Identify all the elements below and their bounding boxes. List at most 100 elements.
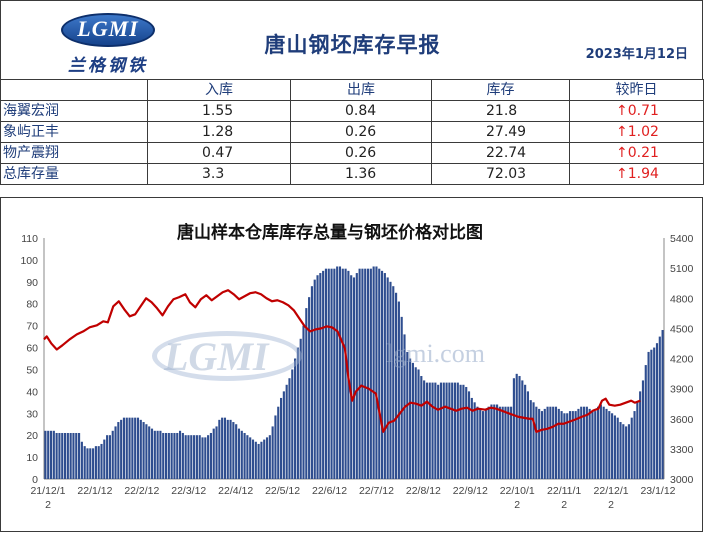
inventory-bar (476, 406, 479, 479)
inventory-bar (524, 384, 527, 479)
x-tick-label: 22/12/1 2 (594, 485, 629, 511)
inventory-bar (498, 406, 501, 479)
left-tick-label: 100 (20, 255, 38, 267)
left-tick-label: 80 (26, 299, 38, 311)
x-tick-label: 22/4/12 (218, 485, 253, 497)
inventory-bar (338, 266, 342, 479)
inventory-bar (406, 351, 409, 479)
inventory-bar (198, 435, 201, 479)
inventory-bar (577, 408, 580, 479)
inventory-bar (156, 430, 159, 479)
inventory-bar (487, 406, 490, 479)
inventory-bar (470, 397, 473, 479)
inventory-bar (462, 384, 465, 479)
inventory-price-chart: 0 10 20 30 40 50 60 70 80 90 100 110 3000 3300 3600 390… (20, 233, 694, 511)
inventory-bar (574, 411, 577, 479)
inventory-bar (439, 382, 443, 479)
inventory-bar (644, 365, 647, 479)
inventory-bar (94, 446, 97, 479)
left-tick-label: 0 (32, 474, 38, 486)
inventory-bar (490, 404, 493, 479)
inventory-bar (364, 268, 367, 479)
left-tick-label: 40 (26, 386, 38, 398)
inventory-bar (89, 448, 92, 479)
x-tick-label: 22/8/12 (406, 485, 441, 497)
inventory-bar (162, 432, 165, 479)
inventory-bar (526, 391, 530, 479)
inventory-bar (78, 432, 81, 479)
inventory-bar (173, 432, 176, 479)
left-tick-label: 30 (26, 408, 38, 420)
col-header-name (0, 79, 148, 101)
inventory-bar (232, 422, 235, 479)
inventory-bar (55, 432, 58, 479)
inventory-bar (294, 358, 297, 479)
inventory-bar (201, 437, 204, 479)
inventory-bar (484, 408, 487, 479)
inventory-bar (566, 413, 569, 479)
left-tick-label: 10 (26, 452, 38, 464)
row-name: 物产震翔 (0, 142, 148, 164)
x-tick-label: 22/10/1 2 (500, 485, 535, 511)
inventory-bar (218, 419, 221, 479)
row-out: 1.36 (290, 163, 432, 185)
inventory-bar (655, 343, 659, 479)
inventory-bar (336, 266, 339, 479)
inventory-bar (327, 268, 330, 479)
inventory-bar (411, 362, 414, 479)
inventory-bar (529, 400, 532, 479)
inventory-bar (69, 432, 72, 479)
right-tick-label: 3000 (670, 474, 694, 486)
inventory-bar (375, 266, 378, 479)
inventory-bar (274, 415, 277, 479)
inventory-bar (195, 435, 198, 479)
lgmi-logo: LGMI 兰格钢铁 (53, 7, 163, 76)
inventory-bar (585, 406, 588, 479)
table-row: 象屿正丰 1.28 0.26 27.49 ↑1.02 (0, 121, 704, 143)
inventory-bar (164, 432, 168, 479)
inventory-bar (386, 277, 389, 479)
logo-text: LGMI (77, 16, 139, 41)
row-stock: 22.74 (431, 142, 570, 164)
inventory-bar (226, 419, 229, 479)
inventory-bar (229, 419, 232, 479)
inventory-bar (599, 404, 602, 479)
inventory-bar (504, 406, 507, 479)
inventory-bar (131, 417, 134, 479)
inventory-bar (150, 428, 154, 479)
inventory-bar (366, 268, 370, 479)
table-row: 总库存量 3.3 1.36 72.03 ↑1.94 (0, 163, 704, 185)
watermark: LGMI lgmi.com (150, 327, 560, 383)
inventory-bar (58, 432, 61, 479)
inventory-bar (120, 419, 123, 479)
row-change: ↑1.94 (569, 163, 704, 185)
row-change: ↑0.21 (569, 142, 704, 164)
inventory-bar (442, 382, 445, 479)
row-change: ↑0.71 (569, 100, 704, 122)
right-tick-label: 4200 (670, 354, 694, 366)
left-tick-label: 70 (26, 321, 38, 333)
inventory-bar (423, 380, 426, 479)
left-tick-label: 110 (21, 233, 38, 245)
inventory-bar (237, 428, 241, 479)
inventory-bar (167, 432, 170, 479)
inventory-bar (322, 270, 325, 479)
inventory-bar (251, 439, 255, 479)
inventory-bar (302, 325, 305, 479)
inventory-bar (221, 417, 224, 479)
inventory-bar (383, 273, 386, 479)
watermark-logo: LGMI (164, 334, 269, 379)
row-stock: 21.8 (431, 100, 570, 122)
inventory-bar (563, 413, 566, 479)
inventory-bar (389, 281, 392, 479)
report-header: LGMI 兰格钢铁 唐山钢坯库存早报 2023年1月12日 (0, 0, 703, 80)
x-tick-label: 22/1/12 (77, 485, 112, 497)
inventory-bar (453, 382, 457, 479)
inventory-bar (630, 417, 633, 479)
inventory-bar (117, 422, 120, 479)
inventory-bar (597, 406, 600, 479)
inventory-bar (352, 277, 356, 479)
row-name: 海翼宏润 (0, 100, 148, 122)
col-header-change: 较昨日 (569, 79, 704, 101)
inventory-bar (647, 351, 650, 479)
